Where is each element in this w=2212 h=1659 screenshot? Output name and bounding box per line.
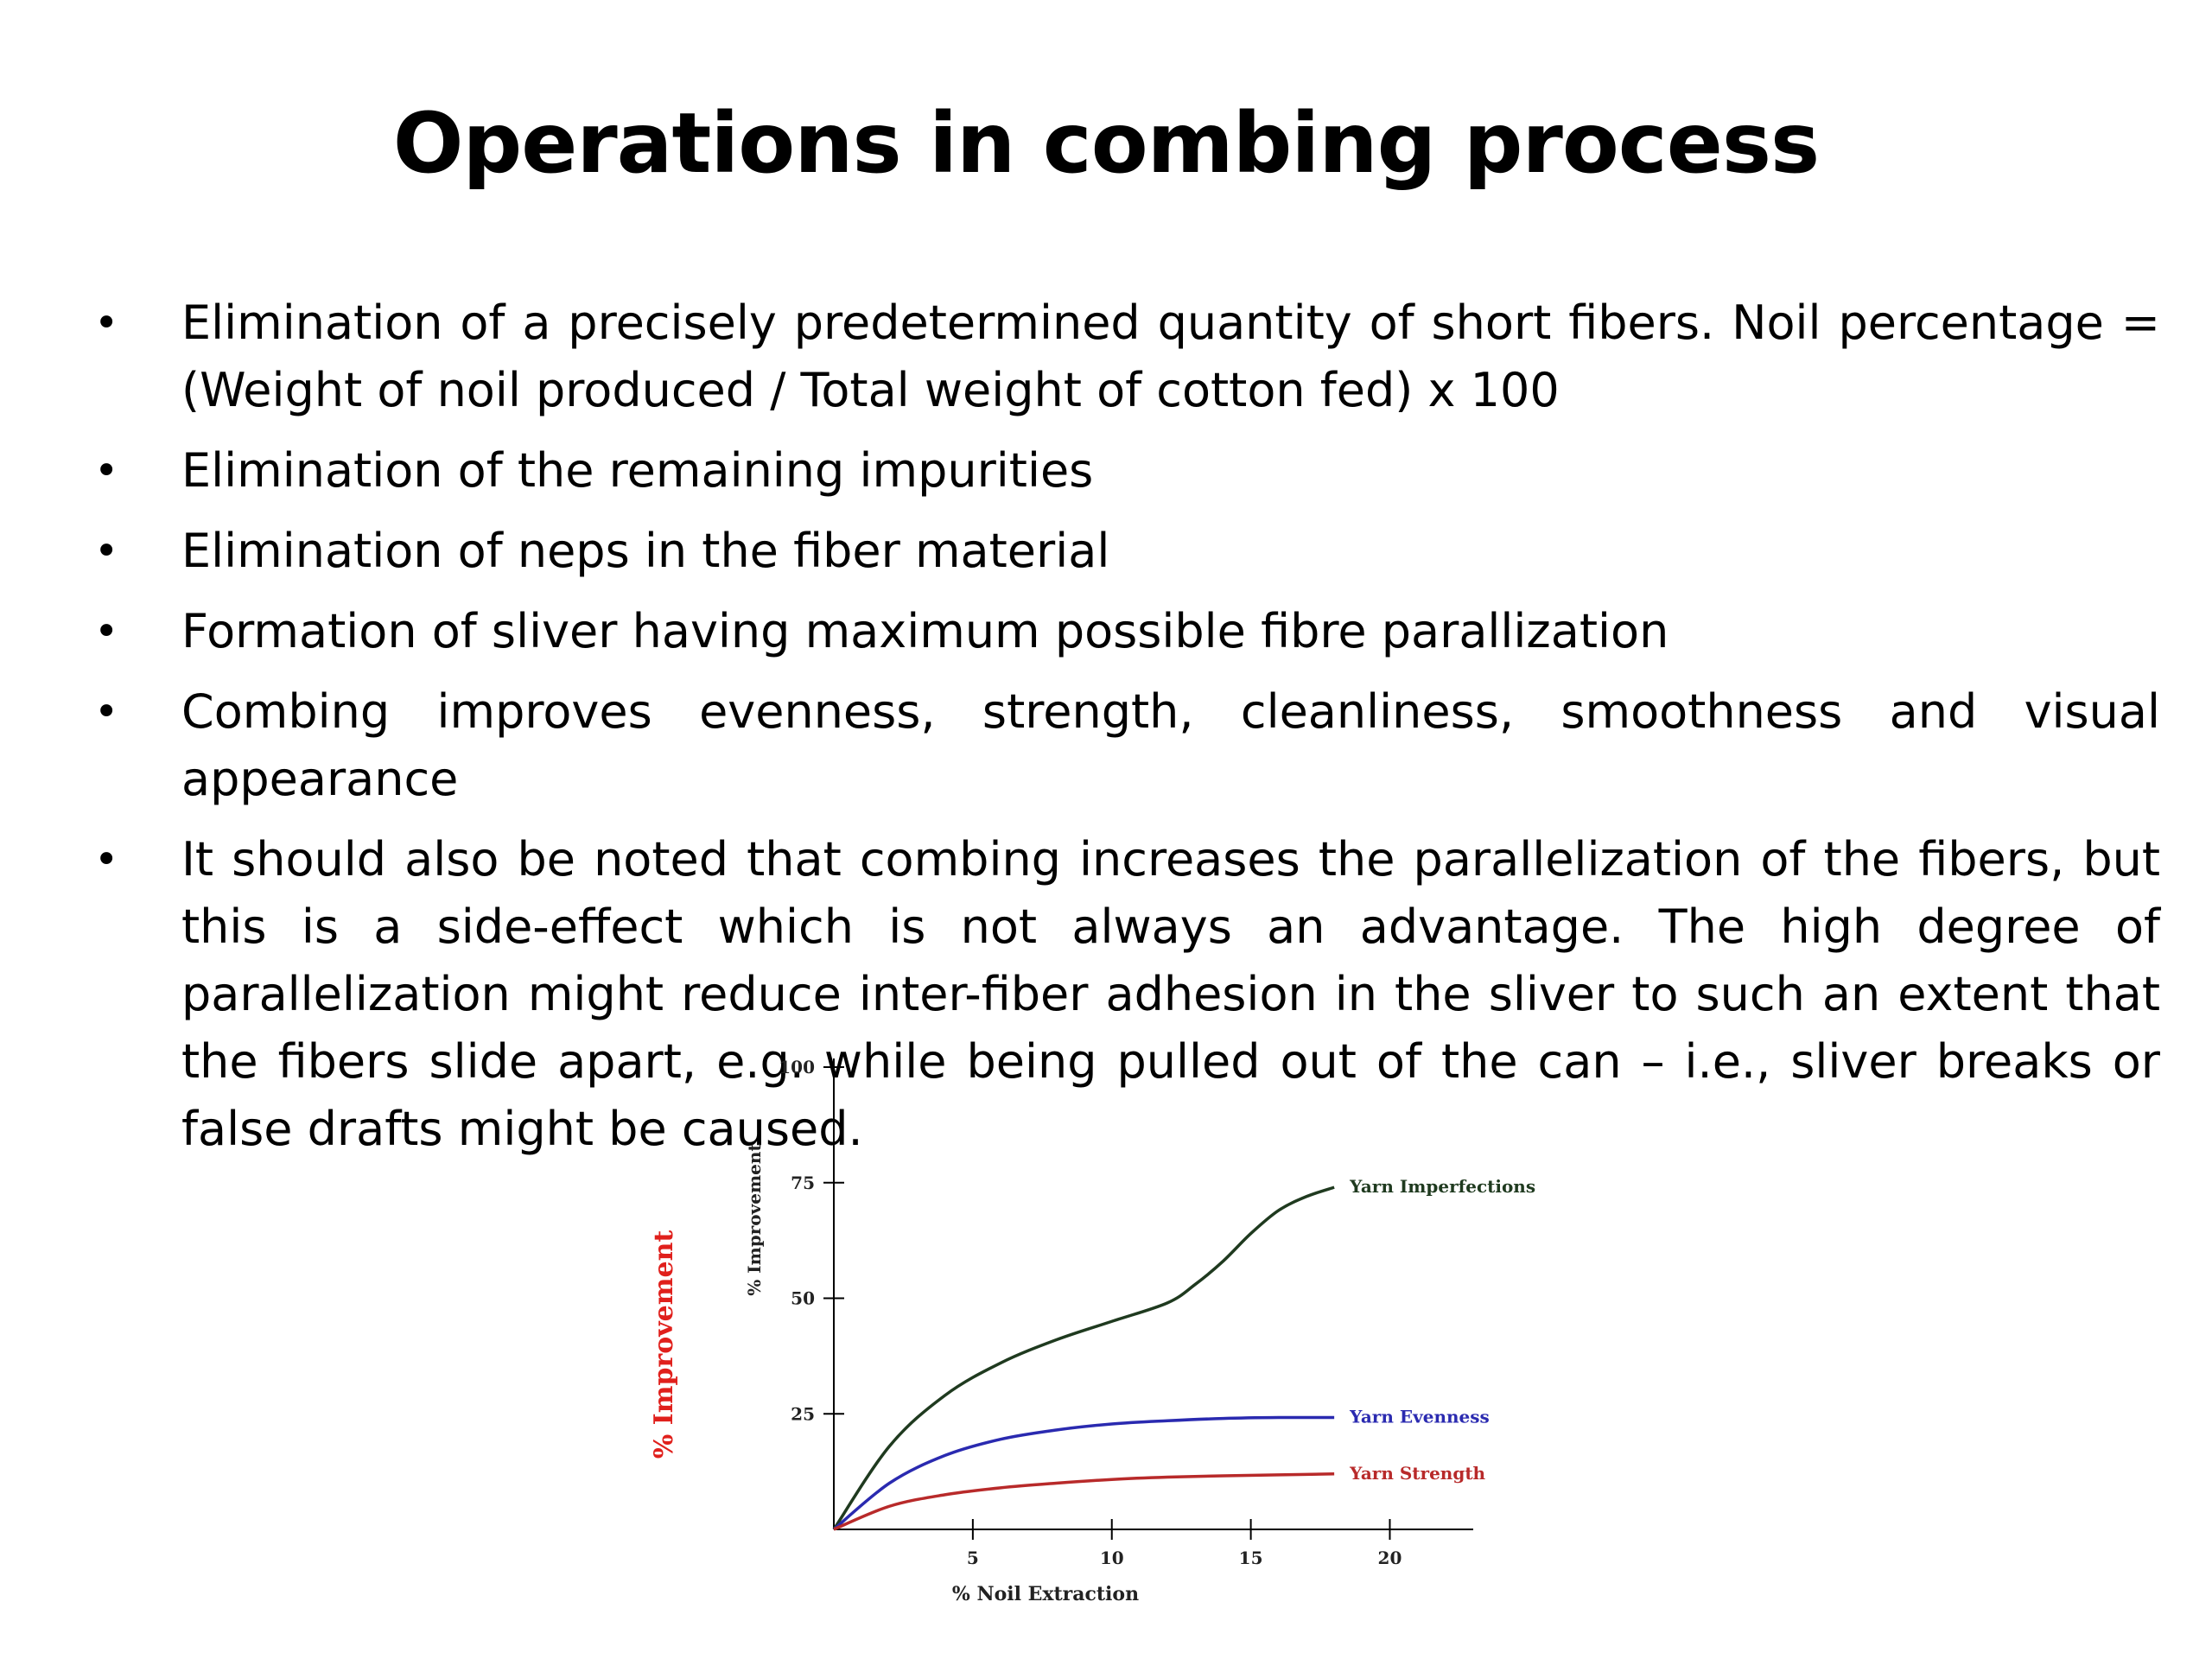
- bullet-icon: •: [94, 688, 119, 736]
- bullet-item: • Elimination of the remaining impurities: [91, 437, 2160, 505]
- x-tick-label: 5: [967, 1548, 979, 1568]
- series-line: [832, 1185, 1335, 1530]
- bullet-text: Elimination of the remaining impurities: [181, 443, 1094, 498]
- bullet-item: • Formation of sliver having maximum poss…: [91, 598, 2160, 665]
- series-line: [833, 1472, 1335, 1531]
- bullet-text: Elimination of a precisely predetermined…: [181, 296, 2160, 417]
- bullet-text: Elimination of neps in the fiber materia…: [181, 524, 1110, 578]
- bullet-text: It should also be noted that combing inc…: [181, 832, 2160, 1156]
- x-tick-label: 10: [1100, 1548, 1124, 1568]
- bullet-icon: •: [94, 527, 119, 575]
- bullet-text: Formation of sliver having maximum possi…: [181, 604, 1669, 658]
- y-tick-label: 75: [791, 1173, 815, 1193]
- bullet-item: • Combing improves evenness, strength, cl…: [91, 678, 2160, 813]
- y-tick-label: 100: [779, 1057, 815, 1077]
- bullet-item: • It should also be noted that combing in…: [91, 826, 2160, 1163]
- x-axis-label: % Noil Extraction: [952, 1583, 1139, 1605]
- y-axis-label: % Improvement: [744, 1143, 765, 1296]
- bullet-icon: •: [94, 836, 119, 884]
- bullet-item: • Elimination of a precisely predetermine…: [91, 289, 2160, 424]
- series-label: Yarn Evenness: [1349, 1407, 1490, 1427]
- bullet-item: • Elimination of neps in the fiber materi…: [91, 518, 2160, 585]
- bullet-text: Combing improves evenness, strength, cle…: [181, 684, 2160, 806]
- series-label: Yarn Strength: [1349, 1463, 1485, 1484]
- y-axis-outer-label: % Improvement: [649, 1230, 679, 1459]
- slide-title: Operations in combing process: [392, 95, 1820, 192]
- series-line: [832, 1415, 1335, 1531]
- y-tick-label: 25: [791, 1403, 815, 1424]
- series-label: Yarn Imperfections: [1349, 1176, 1535, 1197]
- x-tick-label: 20: [1378, 1548, 1402, 1568]
- bullet-list: • Elimination of a precisely predetermine…: [91, 289, 2160, 1176]
- noil-improvement-chart: 25 50 75 100 5 10 15 20 % Noil Extraction % Impro…: [649, 1057, 1535, 1605]
- x-tick-label: 15: [1239, 1548, 1263, 1568]
- bullet-icon: •: [94, 447, 119, 495]
- y-tick-label: 50: [791, 1288, 815, 1309]
- bullet-icon: •: [94, 299, 119, 347]
- bullet-icon: •: [94, 607, 119, 656]
